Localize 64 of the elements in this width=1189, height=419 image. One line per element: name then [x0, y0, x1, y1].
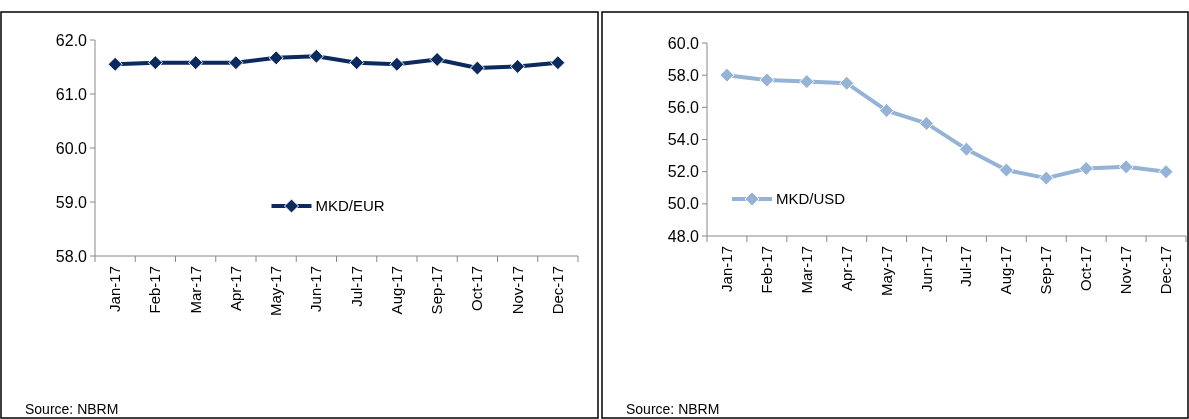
point [1158, 164, 1174, 180]
point [919, 115, 935, 131]
y-tick-label: 58.0 [55, 247, 88, 265]
point [799, 74, 815, 90]
x-tick-label: Oct-17 [468, 266, 486, 312]
point [550, 55, 566, 71]
x-tick-label: Nov-17 [508, 266, 526, 315]
point [839, 75, 855, 91]
point [998, 162, 1014, 178]
x-tick-label: Jan-17 [106, 266, 124, 312]
y-tick-label: 56.0 [667, 98, 700, 116]
point [147, 55, 163, 71]
x-tick-label: Apr-17 [837, 246, 855, 292]
x-tick-label: Apr-17 [226, 266, 244, 312]
y-tick-label: 54.0 [667, 131, 700, 149]
point [1038, 170, 1054, 186]
point [1078, 160, 1094, 176]
point [188, 55, 204, 71]
x-tick-label: Sep-17 [1037, 246, 1055, 295]
y-tick-label: 59.0 [55, 193, 88, 211]
y-tick-label: 61.0 [55, 85, 88, 103]
y-tick-label: 48.0 [667, 227, 700, 245]
x-tick-label: Feb-17 [757, 246, 775, 294]
x-tick-label: Dec-17 [548, 266, 566, 315]
point [469, 60, 485, 76]
x-tick-label: Jul-17 [347, 266, 365, 307]
y-tick-label: 60.0 [667, 34, 700, 52]
y-tick-label: 60.0 [55, 139, 88, 157]
x-tick-label: Aug-17 [387, 266, 405, 315]
point [510, 58, 526, 74]
legend-label: MKD/USD [776, 190, 846, 208]
point [719, 67, 735, 83]
x-tick-label: Oct-17 [1077, 246, 1095, 292]
y-tick-label: 62.0 [55, 31, 88, 49]
x-tick-label: Mar-17 [186, 266, 204, 314]
point [268, 50, 284, 66]
source-note: Source: NBRM [626, 401, 720, 417]
x-tick-label: Jun-17 [307, 266, 325, 312]
x-tick-label: Sep-17 [428, 266, 446, 315]
x-tick-label: Dec-17 [1157, 246, 1175, 295]
x-tick-label: Jan-17 [717, 246, 735, 292]
y-tick-label: 58.0 [667, 66, 700, 84]
point [958, 141, 974, 157]
y-tick-label: 52.0 [667, 163, 700, 181]
x-tick-label: Jul-17 [957, 246, 975, 287]
x-tick-label: Mar-17 [797, 246, 815, 294]
x-tick-label: Nov-17 [1117, 246, 1135, 295]
x-tick-label: May-17 [267, 266, 285, 317]
legend-label: MKD/EUR [315, 197, 385, 215]
point [389, 56, 405, 72]
x-tick-label: Feb-17 [146, 266, 164, 314]
x-tick-label: Jun-17 [917, 246, 935, 292]
point [879, 103, 895, 119]
point [228, 55, 244, 71]
point [429, 51, 445, 67]
source-note: Source: NBRM [25, 401, 119, 417]
point [759, 72, 775, 88]
x-tick-label: Aug-17 [997, 246, 1015, 295]
point [308, 48, 324, 64]
point [107, 56, 123, 72]
y-tick-label: 50.0 [667, 195, 700, 213]
point [1118, 159, 1134, 175]
point [349, 55, 365, 71]
x-tick-label: May-17 [877, 246, 895, 297]
